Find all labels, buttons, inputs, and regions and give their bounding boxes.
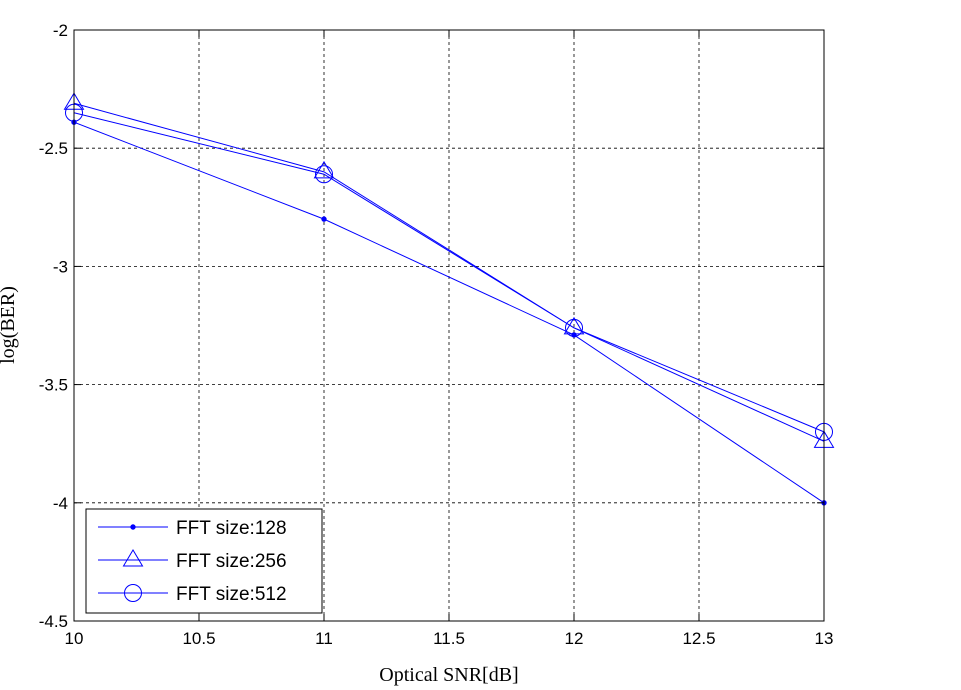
y-tick-label: -3 [53,257,68,276]
series-group [63,92,835,506]
y-tick-label: -3.5 [39,376,68,395]
series-line [73,102,825,442]
legend-marker [124,584,142,602]
x-tick-label: 12.5 [682,629,715,648]
data-point [315,165,333,184]
y-tick-label: -2 [53,21,68,40]
x-tick-label: 12 [565,629,584,648]
legend-item: FFT size:256 [98,549,287,572]
legend-label: FFT size:128 [176,518,287,539]
legend-marker [130,524,136,530]
legend-item: FFT size:128 [98,518,287,539]
tick-marks [73,29,825,622]
x-tick-label: 10 [65,629,84,648]
x-axis-label: Optical SNR[dB] [379,664,518,686]
series-line [73,121,825,504]
legend-item: FFT size:512 [98,584,287,605]
data-point [565,318,583,337]
legend: FFT size:128 FFT size:256 FFT size:512 [85,508,323,614]
data-point [321,216,327,222]
x-tick-label: 11 [315,629,333,648]
x-tick-label: 10.5 [182,629,215,648]
legend-label: FFT size:512 [176,584,287,605]
x-tick-label: 11.5 [433,629,465,648]
y-tick-label: -2.5 [39,139,68,158]
legend-label: FFT size:256 [176,551,287,572]
legend-marker [122,549,144,567]
x-tick-label: 13 [815,629,834,648]
y-tick-label: -4.5 [39,612,68,631]
y-tick-label: -4 [53,494,68,513]
data-point [563,316,585,335]
data-point [313,160,335,179]
series-line [73,112,825,433]
y-axis-label: log(BER) [0,286,19,364]
tick-labels: 10 10.5 11 11.5 12 12.5 13 -2 -2.5 -3 -3.5 -4 -4.5 [39,21,834,648]
